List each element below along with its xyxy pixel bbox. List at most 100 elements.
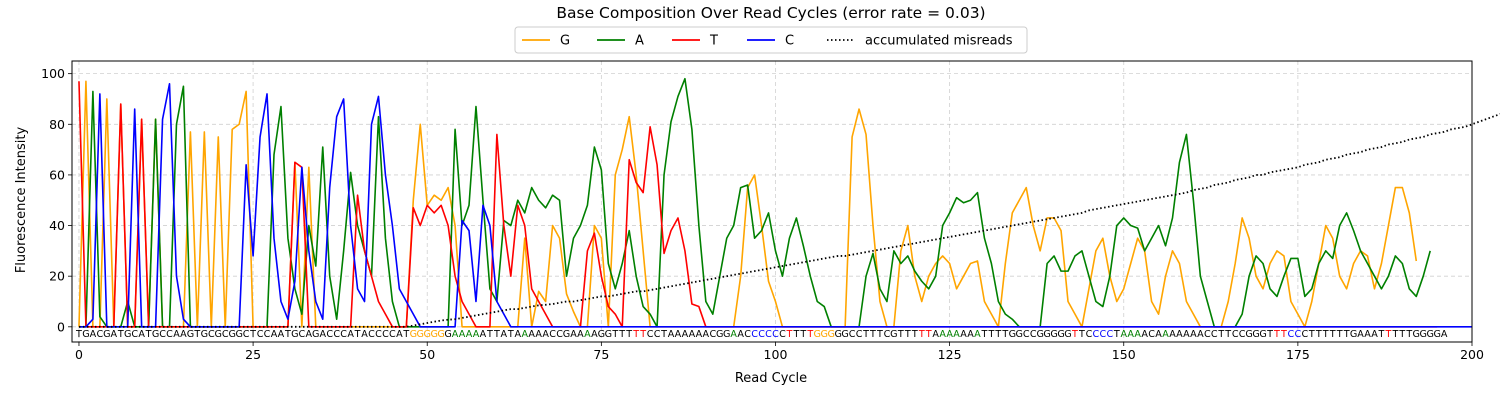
base-letter: T <box>1391 329 1398 340</box>
base-letter: T <box>354 329 361 340</box>
base-letter: T <box>1308 329 1315 340</box>
base-letter: T <box>1113 329 1120 340</box>
base-letter: C <box>131 329 138 340</box>
base-letter: G <box>1009 329 1016 340</box>
base-letter: C <box>758 329 765 340</box>
base-letter: T <box>632 329 639 340</box>
base-letter: C <box>208 329 215 340</box>
legend-label: G <box>560 34 570 49</box>
base-letter: C <box>744 329 751 340</box>
plot-background <box>72 61 1472 342</box>
base-letter: A <box>90 329 97 340</box>
base-letter: T <box>493 329 500 340</box>
base-letter: A <box>1134 329 1141 340</box>
base-letter: A <box>1441 329 1448 340</box>
base-letter: T <box>1078 329 1085 340</box>
base-letter: T <box>1266 329 1273 340</box>
base-letter: T <box>1315 329 1322 340</box>
x-tick-label: 200 <box>1460 347 1484 362</box>
base-letter: A <box>480 329 487 340</box>
base-letter: A <box>703 329 710 340</box>
base-letter: C <box>1093 329 1100 340</box>
base-letter: T <box>75 329 82 340</box>
x-tick-label: 150 <box>1112 347 1136 362</box>
base-letter: A <box>466 329 473 340</box>
y-tick-label: 0 <box>57 319 65 334</box>
base-letter: A <box>682 329 689 340</box>
base-letter: A <box>1190 329 1197 340</box>
base-letter: A <box>730 329 737 340</box>
base-letter: G <box>187 329 194 340</box>
base-letter: A <box>668 329 675 340</box>
base-letter: G <box>444 329 451 340</box>
base-letter: A <box>1127 329 1134 340</box>
x-tick-label: 50 <box>419 347 435 362</box>
base-letter: T <box>1280 329 1287 340</box>
base-letter: A <box>542 329 549 340</box>
base-letter: T <box>1001 329 1008 340</box>
base-letter: T <box>785 329 792 340</box>
base-letter: C <box>647 329 654 340</box>
base-letter: A <box>737 329 744 340</box>
base-letter: T <box>799 329 806 340</box>
base-letter: T <box>862 329 869 340</box>
base-letter: T <box>1398 329 1405 340</box>
base-letter: T <box>792 329 799 340</box>
base-letter: A <box>932 329 939 340</box>
base-letter: G <box>437 329 444 340</box>
base-letter: A <box>967 329 974 340</box>
base-letter: C <box>1086 329 1093 340</box>
base-letter: A <box>1371 329 1378 340</box>
base-letter: T <box>1071 329 1078 340</box>
series-line-a <box>78 77 1431 328</box>
base-letter: G <box>1350 329 1357 340</box>
base-letter: A <box>1197 329 1204 340</box>
base-letter: A <box>570 329 577 340</box>
base-letter: T <box>639 329 646 340</box>
base-letter: C <box>556 329 563 340</box>
base-letter: G <box>1252 329 1259 340</box>
base-letter: A <box>1183 329 1190 340</box>
y-tick-label: 20 <box>49 269 65 284</box>
base-letter: G <box>827 329 834 340</box>
plot-frame <box>71 60 1473 343</box>
base-letter: A <box>473 329 480 340</box>
base-letter: G <box>228 329 235 340</box>
base-letter: C <box>1099 329 1106 340</box>
base-letter: C <box>1301 329 1308 340</box>
base-letter: A <box>946 329 953 340</box>
base-letter: A <box>1141 329 1148 340</box>
y-tick-label: 40 <box>49 218 65 233</box>
base-letter: A <box>1357 329 1364 340</box>
base-letter: C <box>340 329 347 340</box>
base-letter: A <box>501 329 508 340</box>
base-letter: T <box>1217 329 1224 340</box>
base-letter: C <box>1239 329 1246 340</box>
base-letter: G <box>1043 329 1050 340</box>
base-letter: T <box>1378 329 1385 340</box>
base-letter: C <box>375 329 382 340</box>
base-letter: A <box>319 329 326 340</box>
base-letter: G <box>291 329 298 340</box>
base-letter: T <box>1405 329 1412 340</box>
x-axis-ticks: 0 25 50 75 100 125 150 175 200 <box>75 342 1484 362</box>
base-letter: T <box>625 329 632 340</box>
base-letter: A <box>1169 329 1176 340</box>
base-letter: C <box>264 329 271 340</box>
base-letter: G <box>1259 329 1266 340</box>
base-letter: G <box>1057 329 1064 340</box>
y-tick-label: 60 <box>49 167 65 182</box>
legend-label: T <box>709 34 718 49</box>
base-letter: A <box>591 329 598 340</box>
base-letter: C <box>751 329 758 340</box>
base-letter: G <box>312 329 319 340</box>
x-tick-label: 175 <box>1286 347 1310 362</box>
base-letter: G <box>1245 329 1252 340</box>
legend-label: C <box>785 34 794 49</box>
base-letter: T <box>925 329 932 340</box>
y-tick-label: 100 <box>41 66 65 81</box>
